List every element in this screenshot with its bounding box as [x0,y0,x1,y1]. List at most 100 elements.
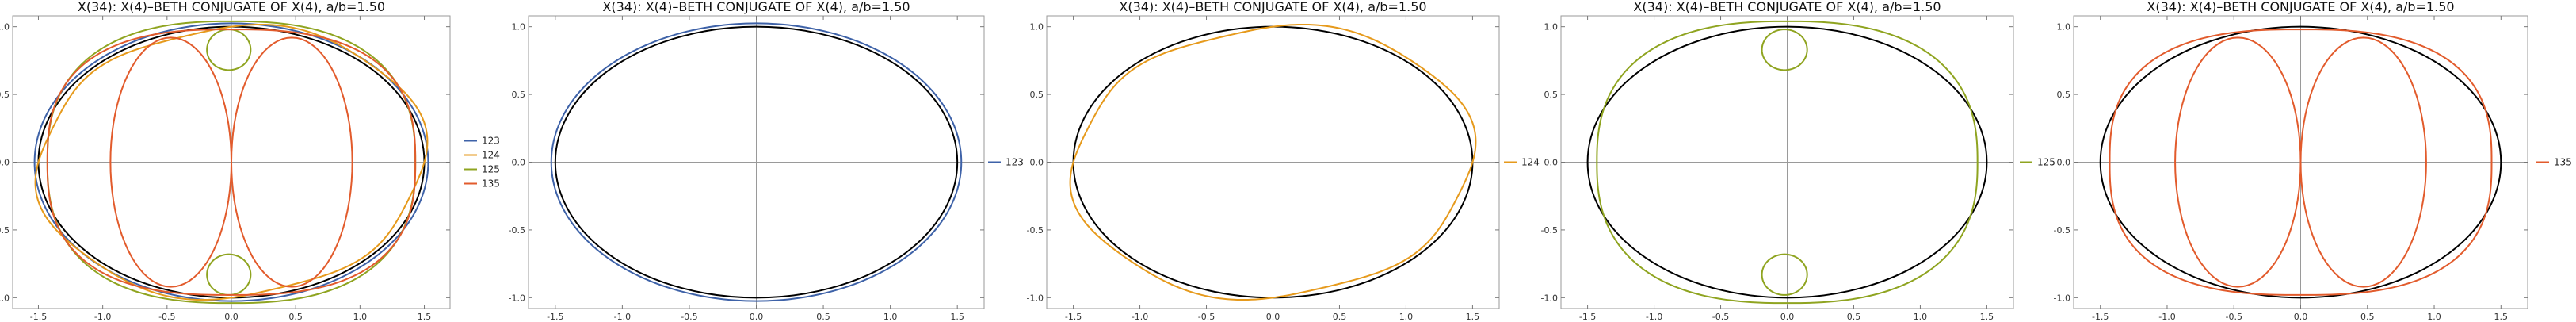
x-tick-label: 1.0 [353,312,368,322]
x-tick-label: 0.0 [1266,312,1280,322]
legend-label-123: 123 [1006,157,1024,168]
chart-title: X(34): X(4)–BETH CONJUGATE OF X(4), a/b=… [602,0,910,14]
legend: 123 [988,157,1024,168]
series-135-left-lobe [2174,36,2302,288]
x-tick-label: 1.0 [1914,312,1928,322]
x-tick-label: 1.5 [418,312,432,322]
chart-panel-4: X(34): X(4)–BETH CONJUGATE OF X(4), a/b=… [1541,0,2055,322]
legend-label-125: 125 [482,164,500,175]
chart-title: X(34): X(4)–BETH CONJUGATE OF X(4), a/b=… [1119,0,1426,14]
series-135-outer-curve [46,29,417,296]
series-135-outer-curve [2109,29,2493,296]
x-tick-label: -1.0 [2158,312,2175,322]
x-tick-label: 0.5 [1847,312,1861,322]
x-tick-label: -1.5 [547,312,563,322]
chart-panel-2: X(34): X(4)–BETH CONJUGATE OF X(4), a/b=… [509,0,1024,322]
x-tick-label: -0.5 [2226,312,2242,322]
y-tick-label: 0.0 [1544,158,1559,168]
legend: 135 [2536,157,2572,168]
y-tick-label: -0.5 [509,225,525,236]
series-125-top-loop [206,29,252,71]
chart-title: X(34): X(4)–BETH CONJUGATE OF X(4), a/b=… [2147,0,2454,14]
x-tick-label: -1.0 [1132,312,1148,322]
x-tick-label: 0.0 [750,312,764,322]
x-tick-label: -1.5 [30,312,47,322]
x-tick-label: 0.0 [224,312,239,322]
series-124-curve [1069,23,1477,301]
legend-label-124: 124 [482,150,500,161]
x-tick-label: -1.0 [1646,312,1662,322]
x-tick-label: 0.0 [1780,312,1795,322]
reference-ellipse [2099,25,2502,299]
x-tick-label: 1.5 [950,312,964,322]
legend: 124 [1504,157,1540,168]
x-tick-label: -1.5 [2092,312,2109,322]
legend: 125 [2020,157,2055,168]
y-tick-label: -1.0 [2054,293,2070,303]
x-tick-label: -1.5 [1065,312,1082,322]
series-125-curve [1596,20,1979,305]
x-tick-label: -0.5 [681,312,697,322]
series-125-bottom-loop [206,253,252,296]
y-tick-label: 0.0 [1030,158,1044,168]
y-tick-label: 0.5 [512,90,526,100]
y-tick-label: 0.0 [0,158,10,168]
series-135-right-lobe [231,36,353,288]
reference-ellipse [554,25,959,299]
series-124-curve [34,23,429,301]
legend-label-135: 135 [482,178,500,190]
x-tick-label: 1.0 [2427,312,2441,322]
y-tick-label: 1.0 [512,22,526,33]
y-tick-label: 1.0 [1544,22,1559,33]
legend-label-123: 123 [482,136,500,147]
y-tick-label: 1.0 [2057,22,2071,33]
x-tick-label: 0.5 [288,312,303,322]
chart-panel-1: X(34): X(4)–BETH CONJUGATE OF X(4), a/b=… [0,0,500,322]
x-tick-label: 0.5 [2360,312,2375,322]
x-tick-label: -0.5 [1198,312,1215,322]
y-tick-label: -0.5 [1027,225,1044,236]
x-tick-label: 0.5 [816,312,830,322]
chart-panel-5: X(34): X(4)–BETH CONJUGATE OF X(4), a/b=… [2054,0,2572,322]
x-tick-label: -1.5 [1579,312,1596,322]
y-tick-label: -1.0 [1541,293,1558,303]
y-tick-label: 1.0 [1030,22,1044,33]
y-tick-label: -0.5 [0,225,10,236]
chart-panel-3: X(34): X(4)–BETH CONJUGATE OF X(4), a/b=… [1027,0,1540,322]
y-tick-label: -0.5 [2054,225,2070,236]
y-tick-label: 0.5 [1030,90,1044,100]
x-tick-label: 1.0 [1399,312,1414,322]
x-tick-label: 0.0 [2294,312,2308,322]
y-tick-label: -1.0 [0,293,10,303]
x-tick-label: -0.5 [1712,312,1729,322]
y-tick-label: -0.5 [1541,225,1558,236]
series-125-bottom-loop [1761,253,1808,296]
x-tick-label: 1.5 [1980,312,1994,322]
legend: 123 124 125 135 [464,136,500,190]
reference-ellipse [1586,25,1988,299]
series-135-right-lobe [2299,36,2427,288]
y-tick-label: 0.5 [2057,90,2071,100]
series-125-top-loop [1761,29,1808,71]
y-tick-label: 1.0 [0,22,10,33]
x-tick-label: -0.5 [158,312,175,322]
series-123-curve [550,22,963,302]
x-tick-label: 1.5 [2494,312,2509,322]
series-123-curve [33,22,429,302]
x-tick-label: -1.0 [94,312,111,322]
legend-label-135: 135 [2554,157,2572,168]
chart-title: X(34): X(4)–BETH CONJUGATE OF X(4), a/b=… [1633,0,1941,14]
y-tick-label: 0.0 [2057,158,2071,168]
y-tick-label: 0.5 [0,90,10,100]
chart-title: X(34): X(4)–BETH CONJUGATE OF X(4), a/b=… [78,0,385,14]
y-tick-label: 0.0 [512,158,526,168]
x-tick-label: 1.0 [883,312,898,322]
legend-label-124: 124 [1521,157,1540,168]
legend-label-125: 125 [2037,157,2055,168]
y-tick-label: -1.0 [1027,293,1044,303]
y-tick-label: 0.5 [1544,90,1559,100]
x-tick-label: -1.0 [614,312,631,322]
series-135-left-lobe [109,36,232,288]
x-tick-label: 0.5 [1333,312,1347,322]
